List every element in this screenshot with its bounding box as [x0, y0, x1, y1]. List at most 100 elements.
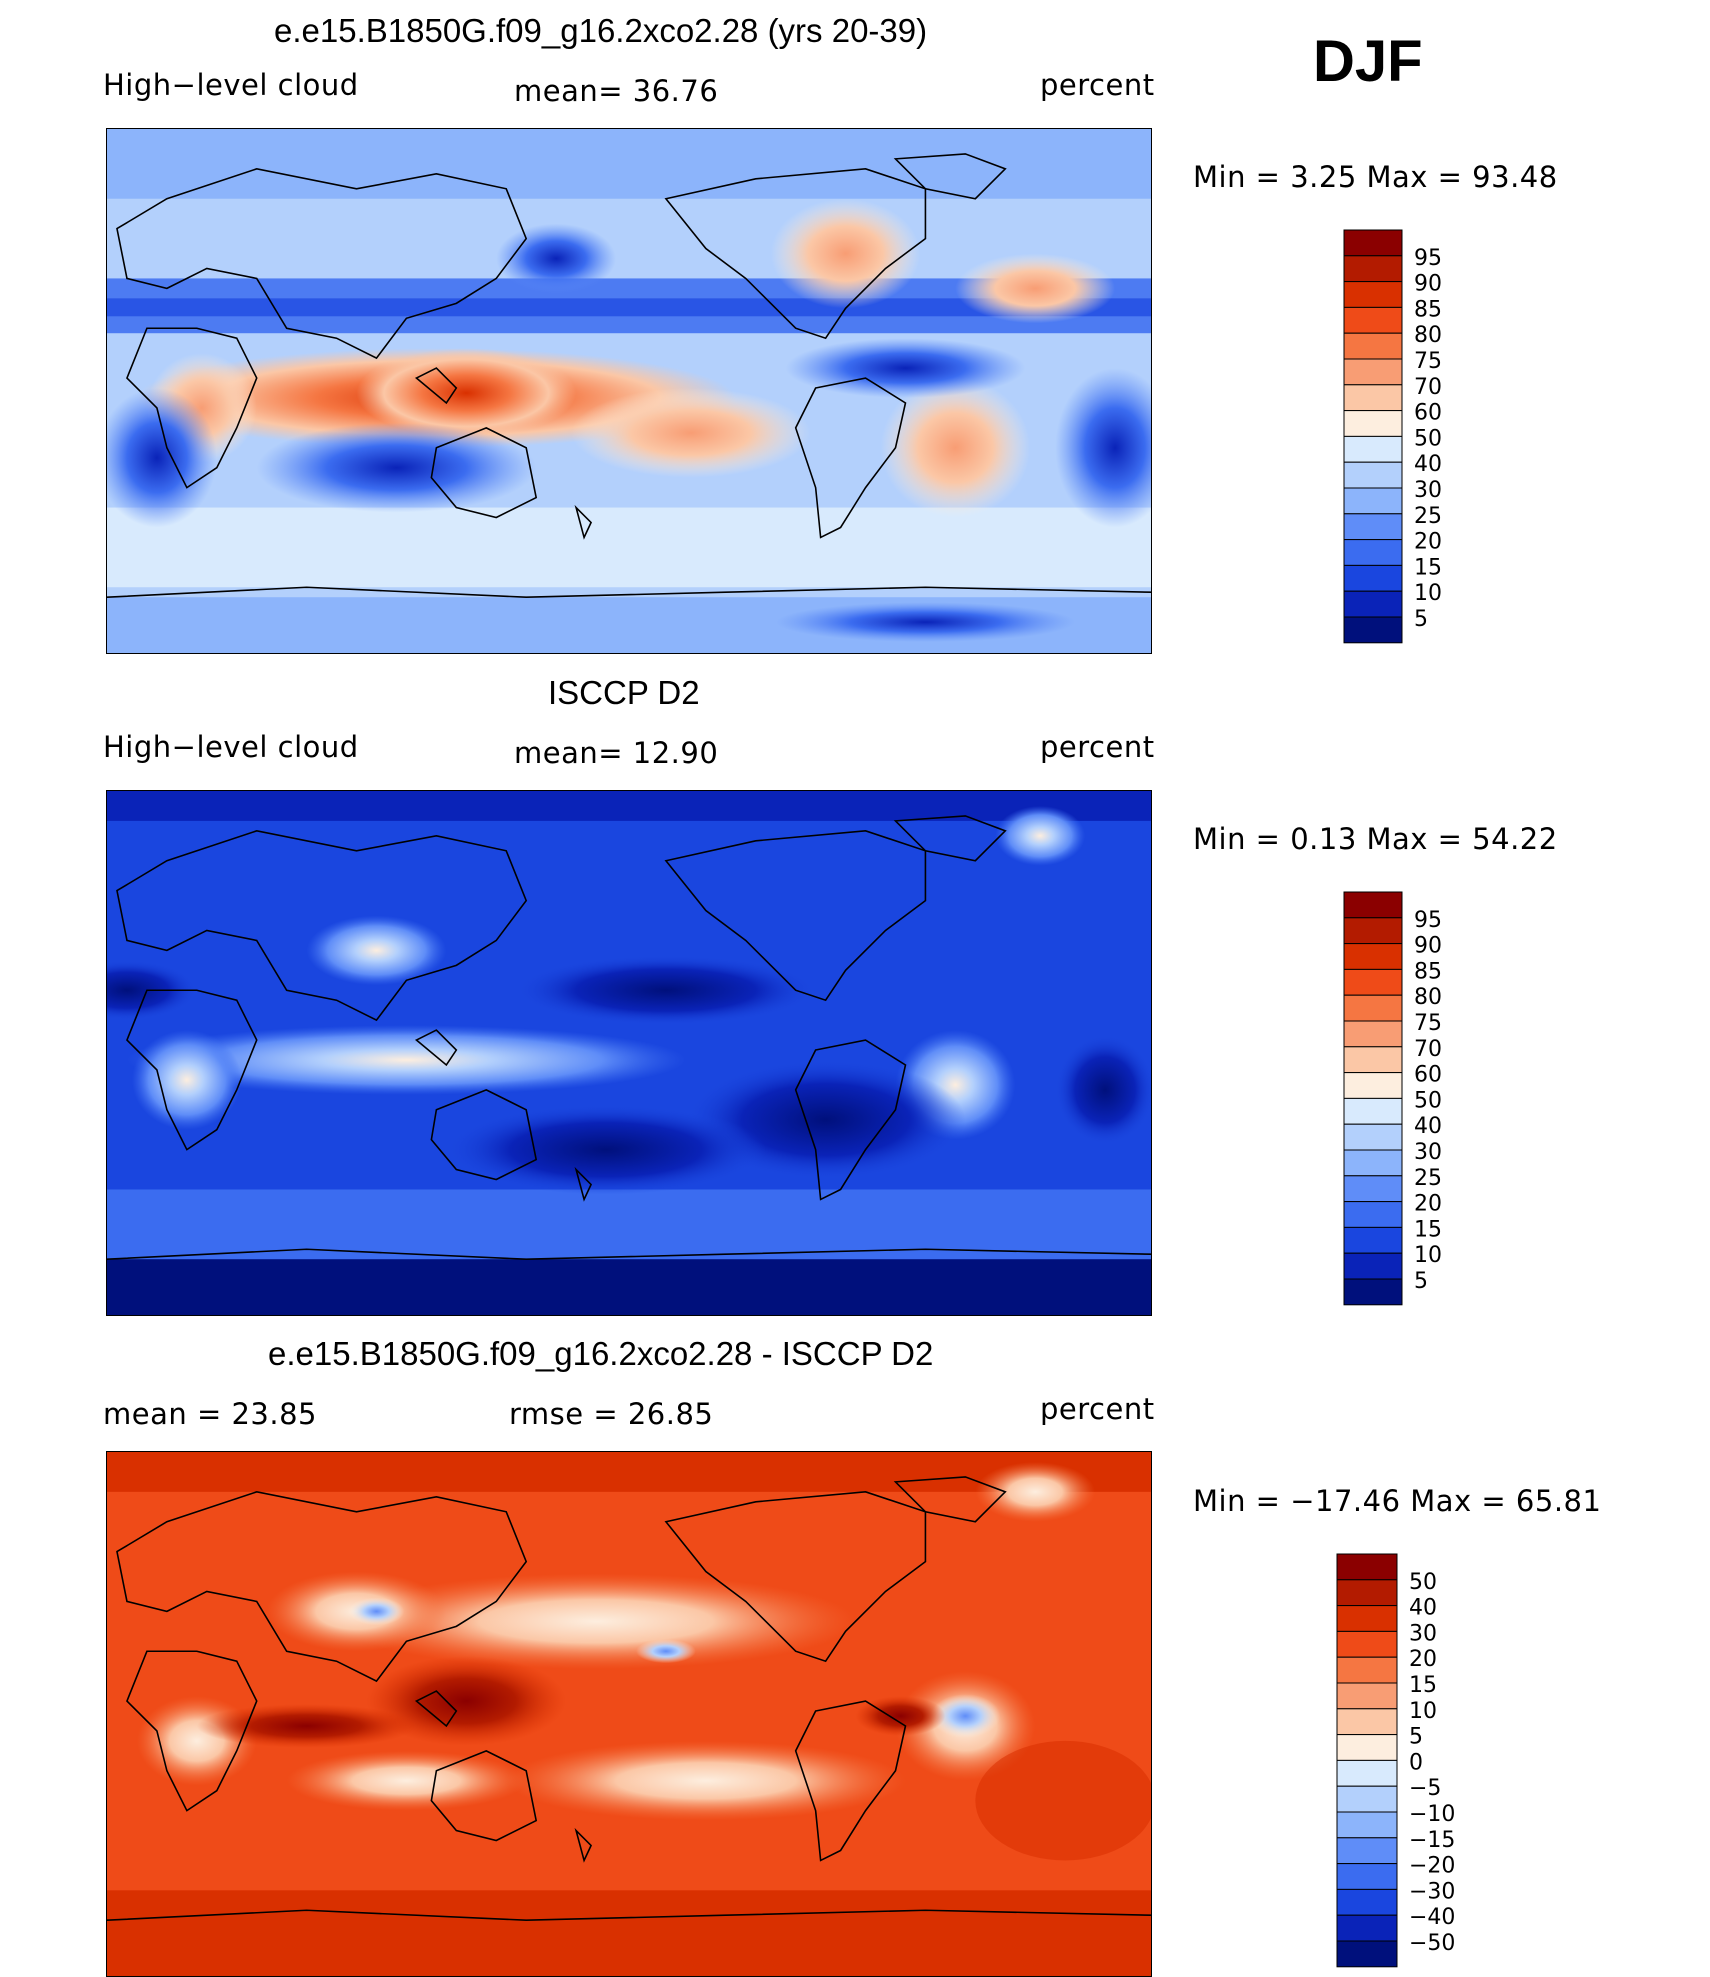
colorbar-tick-label: 15 — [1414, 555, 1442, 580]
colorbar-swatch — [1336, 1837, 1398, 1865]
colorbar-swatch — [1343, 943, 1403, 970]
colorbar-tick-label: 20 — [1414, 1192, 1442, 1217]
colorbar-tick-label: −5 — [1409, 1776, 1441, 1801]
colorbar-tick-label: 90 — [1414, 272, 1442, 297]
colorbar-swatch — [1336, 1759, 1398, 1787]
colorbar-tick-label: 15 — [1414, 1217, 1442, 1242]
colorbar-tick-label: 30 — [1409, 1621, 1437, 1646]
colorbar-swatch — [1343, 1252, 1403, 1280]
panel-obs-map-svg — [107, 791, 1151, 1315]
colorbar-swatch — [1343, 1278, 1403, 1306]
colorbar-tick-label: 95 — [1414, 246, 1442, 271]
colorbar-swatch — [1343, 384, 1403, 412]
colorbar-swatch — [1343, 281, 1403, 308]
colorbar-swatch — [1343, 410, 1403, 437]
colorbar-tick-label: 15 — [1409, 1673, 1437, 1698]
colorbar-swatch — [1343, 306, 1403, 334]
colorbar-tick-label: 60 — [1414, 401, 1442, 426]
colorbar-tick-label: 5 — [1414, 1269, 1428, 1294]
colorbar-tick-label: 25 — [1414, 504, 1442, 529]
colorbar-swatch — [1336, 1708, 1398, 1736]
colorbar-tick-label: −10 — [1409, 1802, 1455, 1827]
colorbar-swatch — [1343, 539, 1403, 566]
colorbar-swatch — [1336, 1888, 1398, 1916]
colorbar-swatch — [1343, 1046, 1403, 1074]
panel-obs-map — [106, 790, 1152, 1316]
colorbar-swatch — [1343, 891, 1403, 919]
colorbar-swatch — [1343, 255, 1403, 283]
colorbar-swatch — [1343, 1097, 1403, 1125]
colorbar-swatch — [1336, 1940, 1398, 1968]
colorbar-swatch — [1336, 1605, 1398, 1632]
colorbar-swatch — [1343, 513, 1403, 541]
panel-model-map — [106, 128, 1152, 654]
colorbar-tick-label: −30 — [1409, 1879, 1455, 1904]
panel-model-colorbar: 95 90 85 80 75 70 60 50 40 30 25 20 15 10 5 — [1342, 228, 1482, 645]
colorbar-swatch — [1343, 616, 1403, 644]
panel-obs-units: percent — [1040, 730, 1155, 764]
colorbar-tick-label: 50 — [1414, 1088, 1442, 1113]
panel-diff-rmse: rmse = 26.85 — [509, 1397, 714, 1431]
colorbar-swatch — [1336, 1863, 1398, 1890]
colorbar-swatch — [1343, 1175, 1403, 1203]
colorbar-swatch — [1343, 1072, 1403, 1099]
colorbar-swatch — [1343, 229, 1403, 257]
colorbar-tick-label: 95 — [1414, 908, 1442, 933]
colorbar-swatch — [1336, 1553, 1398, 1581]
panel-diff-mean: mean = 23.85 — [103, 1397, 317, 1431]
panel-model-minmax: Min = 3.25 Max = 93.48 — [1193, 160, 1558, 194]
colorbar-tick-label: −50 — [1409, 1931, 1455, 1956]
panel-obs-variable: High−level cloud — [103, 730, 359, 764]
panel-diff-title: e.e15.B1850G.f09_g16.2xco2.28 - ISCCP D2 — [268, 1335, 934, 1372]
panel-obs-minmax: Min = 0.13 Max = 54.22 — [1193, 822, 1558, 856]
colorbar-tick-label: 30 — [1414, 1140, 1442, 1165]
panel-model-mean: mean= 36.76 — [514, 74, 719, 108]
panel-diff-map-svg — [107, 1452, 1151, 1976]
colorbar-swatch — [1343, 564, 1403, 592]
panel-model-map-svg — [107, 129, 1151, 653]
colorbar-tick-label: 80 — [1414, 985, 1442, 1010]
colorbar-tick-label: 10 — [1414, 1243, 1442, 1268]
panel-diff-minmax: Min = −17.46 Max = 65.81 — [1193, 1484, 1602, 1518]
panel-diff-map — [106, 1451, 1152, 1977]
panel-obs-title: ISCCP D2 — [548, 674, 700, 711]
colorbar-swatch — [1343, 1020, 1403, 1048]
panel-model-title: e.e15.B1850G.f09_g16.2xco2.28 (yrs 20-39… — [274, 12, 928, 49]
colorbar-tick-label: 5 — [1409, 1725, 1423, 1750]
colorbar-tick-label: 20 — [1409, 1647, 1437, 1672]
colorbar-tick-label: 50 — [1409, 1570, 1437, 1595]
colorbar-swatch — [1336, 1630, 1398, 1658]
colorbar-swatch — [1343, 435, 1403, 463]
panel-diff-colorbar: 50 40 30 20 15 10 5 0 −5 −10 −15 −20 −30 −40 −50 — [1335, 1552, 1485, 1969]
colorbar-swatch — [1336, 1914, 1398, 1942]
colorbar-tick-label: 20 — [1414, 530, 1442, 555]
colorbar-tick-label: 70 — [1414, 1037, 1442, 1062]
colorbar-tick-label: 10 — [1414, 581, 1442, 606]
colorbar-tick-label: 90 — [1414, 934, 1442, 959]
panel-obs-mean: mean= 12.90 — [514, 736, 719, 770]
colorbar-tick-label: −15 — [1409, 1828, 1455, 1853]
panel-diff-units: percent — [1040, 1392, 1155, 1426]
colorbar-swatch — [1336, 1811, 1398, 1839]
colorbar-tick-label: 40 — [1414, 1114, 1442, 1139]
colorbar-swatch — [1336, 1579, 1398, 1607]
colorbar-tick-label: 5 — [1414, 607, 1428, 632]
colorbar-tick-label: 50 — [1414, 426, 1442, 451]
colorbar-tick-label: 60 — [1414, 1063, 1442, 1088]
colorbar-swatch — [1343, 1201, 1403, 1228]
colorbar-tick-label: 80 — [1414, 323, 1442, 348]
colorbar-swatch — [1343, 358, 1403, 386]
colorbar-swatch — [1343, 917, 1403, 945]
colorbar-tick-label: −40 — [1409, 1905, 1455, 1930]
colorbar-tick-label: 40 — [1414, 452, 1442, 477]
colorbar-tick-label: −20 — [1409, 1854, 1455, 1879]
colorbar-swatch — [1336, 1734, 1398, 1761]
colorbar-tick-label: 10 — [1409, 1699, 1437, 1724]
panel-model-variable: High−level cloud — [103, 68, 359, 102]
colorbar-swatch — [1336, 1682, 1398, 1710]
colorbar-tick-label: 75 — [1414, 1011, 1442, 1036]
colorbar-swatch — [1336, 1656, 1398, 1684]
season-label: DJF — [1313, 29, 1423, 94]
